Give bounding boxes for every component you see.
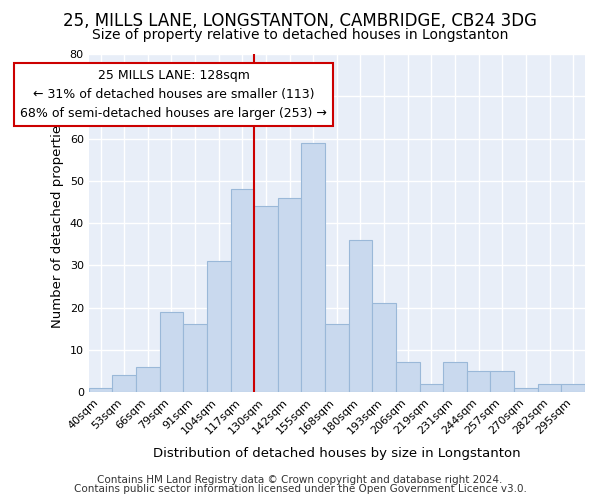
Bar [467, 371, 490, 392]
Bar [514, 388, 538, 392]
Bar [538, 384, 562, 392]
Bar [349, 240, 373, 392]
Bar [490, 371, 514, 392]
Text: Contains HM Land Registry data © Crown copyright and database right 2024.: Contains HM Land Registry data © Crown c… [97, 475, 503, 485]
Bar [373, 304, 396, 392]
Bar [207, 261, 230, 392]
Bar [136, 366, 160, 392]
Text: Contains public sector information licensed under the Open Government Licence v3: Contains public sector information licen… [74, 484, 526, 494]
X-axis label: Distribution of detached houses by size in Longstanton: Distribution of detached houses by size … [153, 447, 521, 460]
Bar [160, 312, 183, 392]
Y-axis label: Number of detached properties: Number of detached properties [51, 118, 64, 328]
Text: Size of property relative to detached houses in Longstanton: Size of property relative to detached ho… [92, 28, 508, 42]
Bar [325, 324, 349, 392]
Bar [396, 362, 419, 392]
Bar [183, 324, 207, 392]
Bar [419, 384, 443, 392]
Text: 25, MILLS LANE, LONGSTANTON, CAMBRIDGE, CB24 3DG: 25, MILLS LANE, LONGSTANTON, CAMBRIDGE, … [63, 12, 537, 30]
Bar [562, 384, 585, 392]
Bar [254, 206, 278, 392]
Bar [230, 189, 254, 392]
Bar [89, 388, 112, 392]
Bar [301, 142, 325, 392]
Bar [443, 362, 467, 392]
Bar [278, 198, 301, 392]
Text: 25 MILLS LANE: 128sqm
← 31% of detached houses are smaller (113)
68% of semi-det: 25 MILLS LANE: 128sqm ← 31% of detached … [20, 69, 327, 120]
Bar [112, 375, 136, 392]
